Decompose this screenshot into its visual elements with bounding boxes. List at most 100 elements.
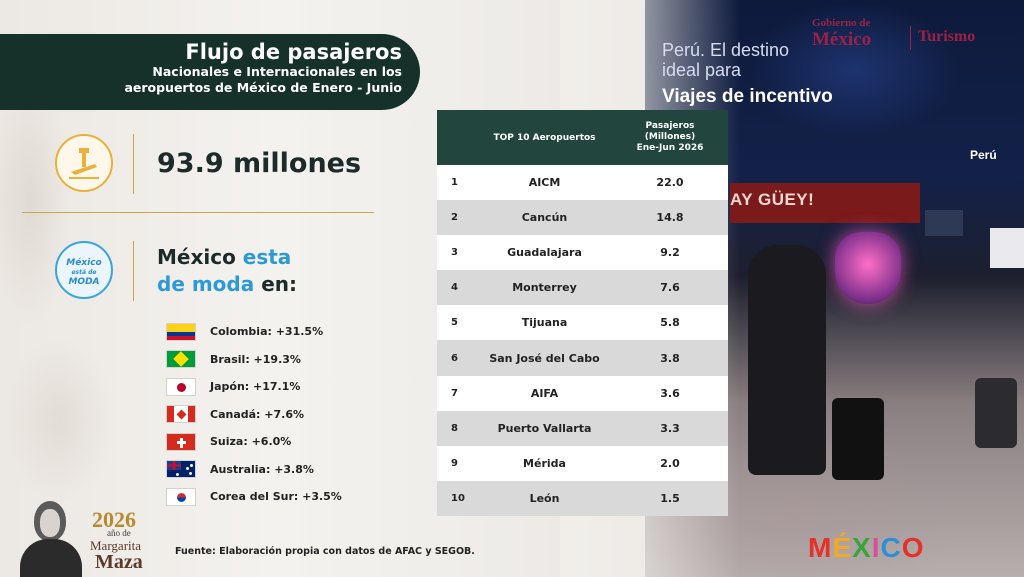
badge-line1: México [66, 258, 102, 268]
list-item: Australia: +3.8% [166, 456, 342, 484]
cell-rank: 9 [451, 457, 458, 469]
airport-icon [55, 134, 113, 192]
moda-title: México esta de moda en: [157, 244, 297, 298]
brand-letter: C [880, 532, 902, 563]
cell-passengers: 7.6 [660, 281, 680, 295]
cell-airport: Monterrey [512, 281, 577, 295]
cell-airport: Cancún [521, 211, 568, 225]
list-item: Suiza: +6.0% [166, 428, 342, 456]
table-row: 3 Guadalajara 9.2 [437, 235, 728, 271]
photo-ad-line3: Viajes de incentivo [662, 86, 833, 107]
top-airports-table: TOP 10 Aeropuertos Pasajeros (Millones) … [437, 110, 728, 516]
cell-airport: AIFA [530, 386, 559, 400]
cell-airport: Puerto Vallarta [497, 421, 592, 435]
cell-passengers: 22.0 [656, 176, 684, 190]
year-logo-name1: Margarita [90, 538, 142, 553]
page-title: Flujo de pasajeros [185, 40, 402, 64]
south-korea-flag-icon [166, 487, 196, 506]
table-row: 8 Puerto Vallarta 3.3 [437, 410, 728, 446]
mexico-brand-logo: MÉXICO [808, 532, 925, 564]
table-row: 6 San José del Cabo 3.8 [437, 340, 728, 376]
neon-jaguar-sign [835, 232, 901, 304]
year-logo: 2026 [92, 507, 136, 532]
country-label: Corea del Sur: +3.5% [210, 490, 342, 504]
brand-letter: M [808, 532, 833, 563]
brand-letter: É [832, 532, 853, 563]
list-item: Colombia: +31.5% [166, 318, 342, 346]
cell-passengers: 3.8 [660, 351, 680, 365]
moda-title-part3: de moda [157, 272, 255, 296]
page-subtitle-line2: aeropuertos de México de Enero - Junio [124, 80, 402, 95]
cell-rank: 1 [451, 177, 458, 189]
cell-airport: Guadalajara [507, 246, 582, 260]
cell-rank: 8 [451, 422, 458, 434]
canada-flag-icon [166, 405, 196, 424]
mexico-de-moda-badge: México está de MODA [55, 241, 113, 299]
country-label: Suiza: +6.0% [210, 435, 292, 449]
country-label: Brasil: +19.3% [210, 352, 301, 366]
cell-airport: San José del Cabo [489, 351, 600, 365]
header-airports: TOP 10 Aeropuertos [493, 132, 596, 143]
flight-screen-right [990, 228, 1024, 268]
gov-logo-line2: México [812, 29, 872, 50]
cell-rank: 2 [451, 212, 458, 224]
moda-divider [133, 241, 134, 301]
table-row: 2 Cancún 14.8 [437, 200, 728, 236]
cell-rank: 6 [451, 352, 458, 364]
portrait-face [40, 509, 60, 537]
year-logo-sub: año de [107, 528, 131, 538]
list-item: Japón: +17.1% [166, 373, 342, 401]
gov-logo-line1: Gobierno de [812, 17, 871, 29]
table-body: 1 AICM 22.0 2 Cancún 14.8 3 Guadalajara 9.2 4 M… [437, 165, 728, 516]
year-logo-name2: Maza [95, 551, 143, 573]
brazil-flag-icon [166, 350, 196, 369]
list-item: Corea del Sur: +3.5% [166, 483, 342, 511]
list-item: Brasil: +19.3% [166, 346, 342, 374]
switzerland-flag-icon [166, 432, 196, 451]
cell-rank: 5 [451, 317, 458, 329]
source-note: Fuente: Elaboración propia con datos de … [175, 546, 475, 557]
cell-passengers: 2.0 [660, 456, 680, 470]
cell-passengers: 9.2 [660, 246, 680, 260]
list-item: Canadá: +7.6% [166, 401, 342, 429]
photo-ad-line1: Perú. El destino [662, 40, 790, 60]
page-header: Flujo de pasajeros Nacionales e Internac… [0, 34, 420, 110]
brand-letter: X [852, 532, 872, 563]
table-row: 7 AIFA 3.6 [437, 375, 728, 411]
badge-line2: está de [71, 269, 97, 276]
store-sign: AY GÜEY! [730, 190, 815, 209]
moda-title-part1: México [157, 245, 243, 269]
table-row: 10 León 1.5 [437, 480, 728, 516]
table-row: 9 Mérida 2.0 [437, 445, 728, 481]
cell-passengers: 14.8 [656, 211, 684, 225]
cell-airport: León [529, 491, 560, 505]
table-header: TOP 10 Aeropuertos Pasajeros (Millones) … [437, 110, 728, 165]
colombia-flag-icon [166, 322, 196, 341]
total-passengers: 93.9 millones [157, 148, 362, 179]
moda-title-part4: en: [254, 272, 298, 296]
badge-line3: MODA [68, 277, 100, 287]
margarita-maza-portrait [14, 497, 88, 577]
gov-logo-line3: Turismo [918, 28, 976, 45]
brand-letter: O [901, 532, 925, 563]
japan-flag-icon [166, 377, 196, 396]
flight-screen [925, 210, 963, 236]
cell-airport: Tijuana [521, 316, 568, 330]
suitcase-right [975, 378, 1017, 448]
country-label: Colombia: +31.5% [210, 325, 324, 339]
stat-divider [133, 134, 134, 194]
country-label: Australia: +3.8% [210, 462, 314, 476]
cell-passengers: 3.6 [660, 386, 680, 400]
country-list: Colombia: +31.5% Brasil: +19.3% Japón: +… [166, 318, 342, 511]
cell-airport: AICM [528, 176, 561, 190]
page-subtitle-line1: Nacionales e Internacionales en los [152, 64, 402, 79]
table-row: 4 Monterrey 7.6 [437, 270, 728, 306]
store-sign-band [730, 183, 920, 223]
cell-rank: 4 [451, 282, 458, 294]
header-passengers: Pasajeros (Millones) Ene-Jun 2026 [636, 121, 704, 153]
australia-flag-icon [166, 460, 196, 479]
cell-rank: 3 [451, 247, 458, 259]
table-row: 1 AICM 22.0 [437, 165, 728, 201]
cell-passengers: 3.3 [660, 421, 680, 435]
traveler-figure [748, 245, 826, 475]
